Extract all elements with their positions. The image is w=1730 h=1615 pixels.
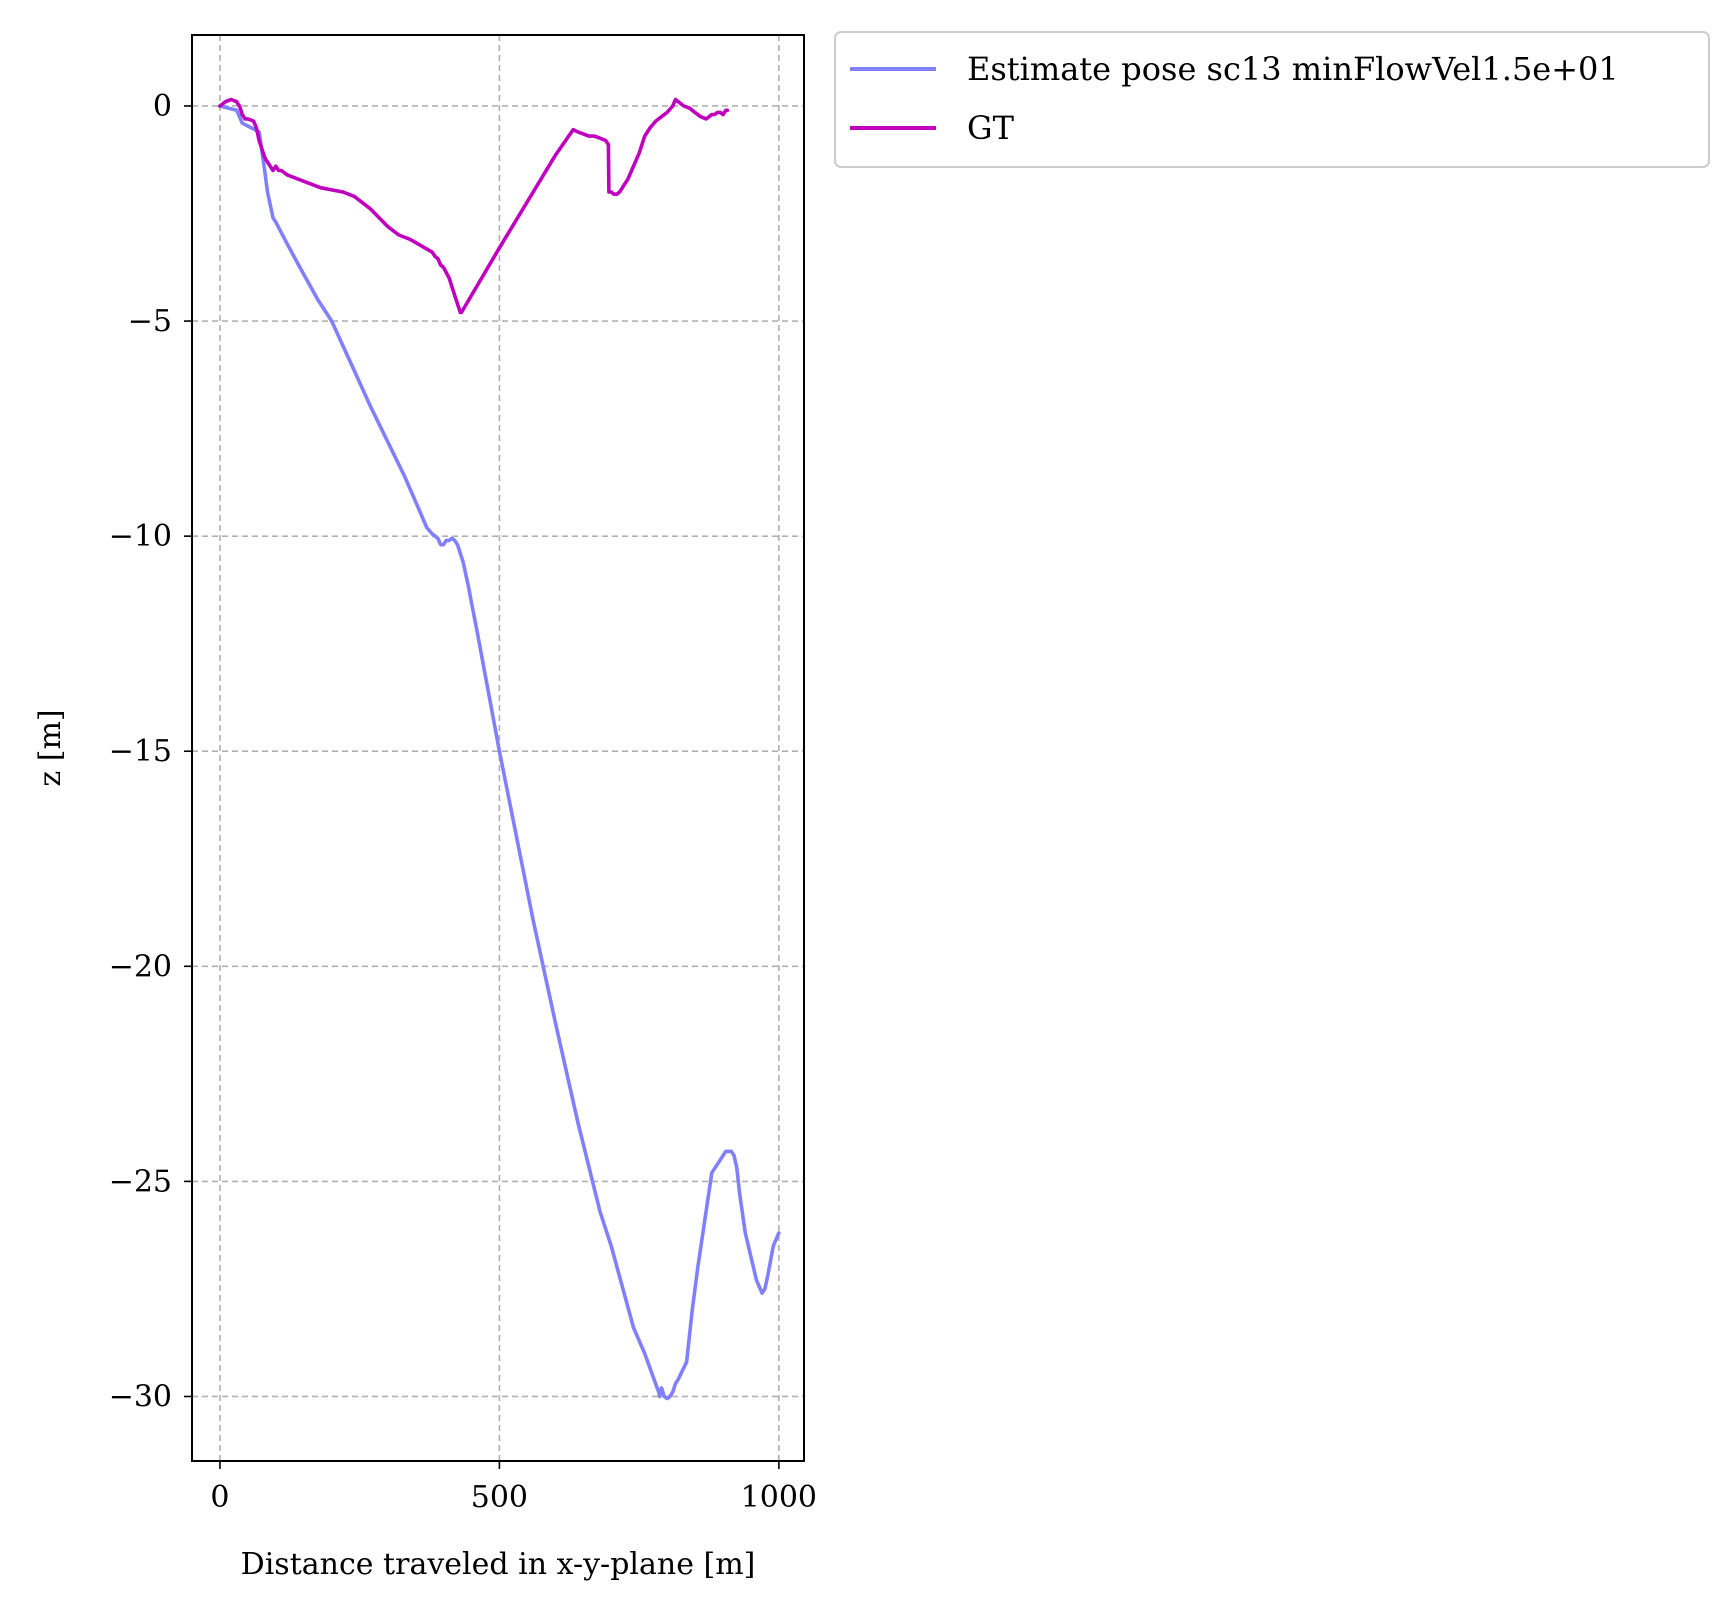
legend-label-gt: GT: [967, 109, 1015, 147]
y-tick-label: −20: [109, 949, 172, 984]
legend: Estimate pose sc13 minFlowVel1.5e+01 GT: [834, 31, 1710, 168]
gt-line: [218, 97, 730, 315]
y-tick-label: −30: [109, 1379, 172, 1414]
y-axis-label: z [m]: [33, 709, 68, 786]
axis-ticks: 0 500 1000 0 −5 −10 −15 −20 −25 −30: [109, 89, 817, 1515]
y-tick-label: −10: [109, 519, 172, 554]
y-tick-label: −15: [109, 734, 172, 769]
plot-series: [218, 97, 781, 1401]
estimate-pose-line: [218, 104, 781, 1401]
x-tick-label: 0: [210, 1480, 229, 1515]
x-tick-label: 1000: [741, 1480, 817, 1515]
y-tick-label: −5: [128, 304, 172, 339]
legend-label-estimate: Estimate pose sc13 minFlowVel1.5e+01: [967, 50, 1619, 88]
legend-frame: [834, 31, 1710, 168]
y-tick-label: −25: [109, 1164, 172, 1199]
plot-frame: [191, 34, 805, 1462]
x-axis-label: Distance traveled in x-y-plane [m]: [241, 1547, 756, 1582]
y-tick-label: 0: [153, 89, 172, 124]
x-tick-label: 500: [471, 1480, 528, 1515]
